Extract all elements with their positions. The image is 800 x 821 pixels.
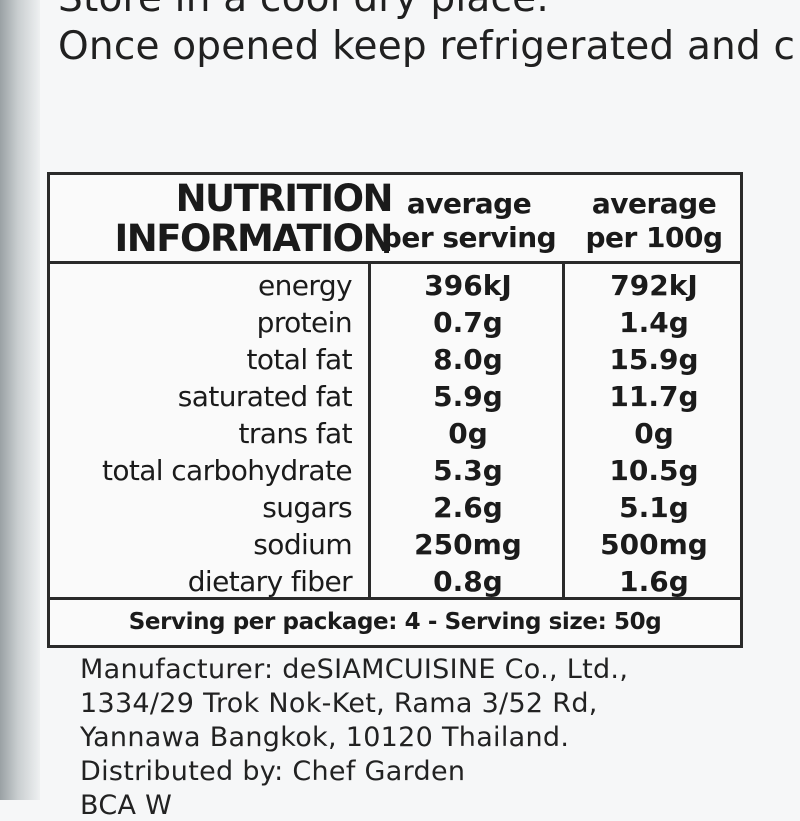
nutrient-label: sodium xyxy=(253,528,352,561)
nutrient-label: sugars xyxy=(262,491,352,524)
column-header-per-serving: average per serving xyxy=(370,187,568,255)
nutrition-title-line-1: NUTRITION xyxy=(175,177,394,220)
nutrient-label: energy xyxy=(258,269,353,302)
manufacturer-line-1: Manufacturer: deSIAMCUISINE Co., Ltd., xyxy=(80,654,629,685)
nutrient-row-total-fat: total fat 8.0g 15.9g xyxy=(50,341,740,378)
column-divider xyxy=(368,261,371,597)
nutrition-rows: energy 396kJ 792kJ protein 0.7g 1.4g tot… xyxy=(50,267,740,600)
nutrient-value-per-100g: 792kJ xyxy=(610,269,698,302)
column-header-per-100g-line-1: average xyxy=(591,187,717,220)
manufacturer-line-2: 1334/29 Trok Nok-Ket, Rama 3/52 Rd, xyxy=(80,688,598,719)
nutrient-row-saturated-fat: saturated fat 5.9g 11.7g xyxy=(50,378,740,415)
nutrient-value-per-100g: 1.4g xyxy=(619,306,689,339)
serving-info: Serving per package: 4 - Serving size: 5… xyxy=(50,597,740,648)
column-header-per-serving-line-2: per serving xyxy=(381,221,557,254)
nutrient-value-per-100g: 10.5g xyxy=(609,454,699,487)
storage-instruction-line-2: Once opened keep refrigerated and c xyxy=(58,24,796,69)
nutrient-label: trans fat xyxy=(238,417,353,450)
nutrient-value-per-serving: 5.3g xyxy=(433,454,503,487)
nutrient-value-per-100g: 500mg xyxy=(600,528,708,561)
package-edge-shadow xyxy=(0,0,40,800)
column-header-per-100g: average per 100g xyxy=(564,187,744,255)
nutrient-row-energy: energy 396kJ 792kJ xyxy=(50,267,740,304)
nutrient-label: total carbohydrate xyxy=(101,454,353,487)
nutrient-label: protein xyxy=(256,306,353,339)
nutrient-value-per-serving: 396kJ xyxy=(424,269,512,302)
nutrient-value-per-serving: 2.6g xyxy=(433,491,503,524)
nutrition-table: NUTRITION INFORMATION average per servin… xyxy=(47,172,743,648)
nutrient-row-trans-fat: trans fat 0g 0g xyxy=(50,415,740,452)
nutrient-label: saturated fat xyxy=(177,380,353,413)
nutrient-row-dietary-fiber: dietary fiber 0.8g 1.6g xyxy=(50,563,740,600)
nutrient-row-sodium: sodium 250mg 500mg xyxy=(50,526,740,563)
nutrient-label: dietary fiber xyxy=(187,565,353,598)
storage-instruction-line-1: Store in a cool dry place. xyxy=(58,0,549,21)
nutrient-value-per-serving: 250mg xyxy=(414,528,522,561)
nutrient-value-per-serving: 0.7g xyxy=(433,306,503,339)
manufacturer-line-4: Distributed by: Chef Garden xyxy=(80,756,466,787)
nutrition-title: NUTRITION INFORMATION xyxy=(114,177,394,260)
column-divider xyxy=(562,261,565,597)
nutrient-value-per-serving: 0.8g xyxy=(433,565,503,598)
nutrient-value-per-serving: 8.0g xyxy=(433,343,503,376)
nutrient-value-per-100g: 1.6g xyxy=(619,565,689,598)
nutrient-value-per-100g: 15.9g xyxy=(609,343,699,376)
column-header-per-100g-line-2: per 100g xyxy=(585,221,723,254)
nutrient-row-total-carbohydrate: total carbohydrate 5.3g 10.5g xyxy=(50,452,740,489)
nutrition-title-line-2: INFORMATION xyxy=(114,217,394,260)
nutrient-row-sugars: sugars 2.6g 5.1g xyxy=(50,489,740,526)
manufacturer-line-3: Yannawa Bangkok, 10120 Thailand. xyxy=(80,722,570,753)
nutrition-header-row: NUTRITION INFORMATION average per servin… xyxy=(50,175,740,264)
nutrient-value-per-100g: 5.1g xyxy=(619,491,689,524)
manufacturer-line-5: BCA W xyxy=(80,790,173,821)
nutrient-value-per-serving: 0g xyxy=(448,417,488,450)
nutrient-row-protein: protein 0.7g 1.4g xyxy=(50,304,740,341)
nutrient-value-per-100g: 0g xyxy=(634,417,674,450)
nutrient-value-per-100g: 11.7g xyxy=(609,380,699,413)
nutrient-label: total fat xyxy=(246,343,352,376)
nutrient-value-per-serving: 5.9g xyxy=(433,380,503,413)
column-header-per-serving-line-1: average xyxy=(406,187,532,220)
